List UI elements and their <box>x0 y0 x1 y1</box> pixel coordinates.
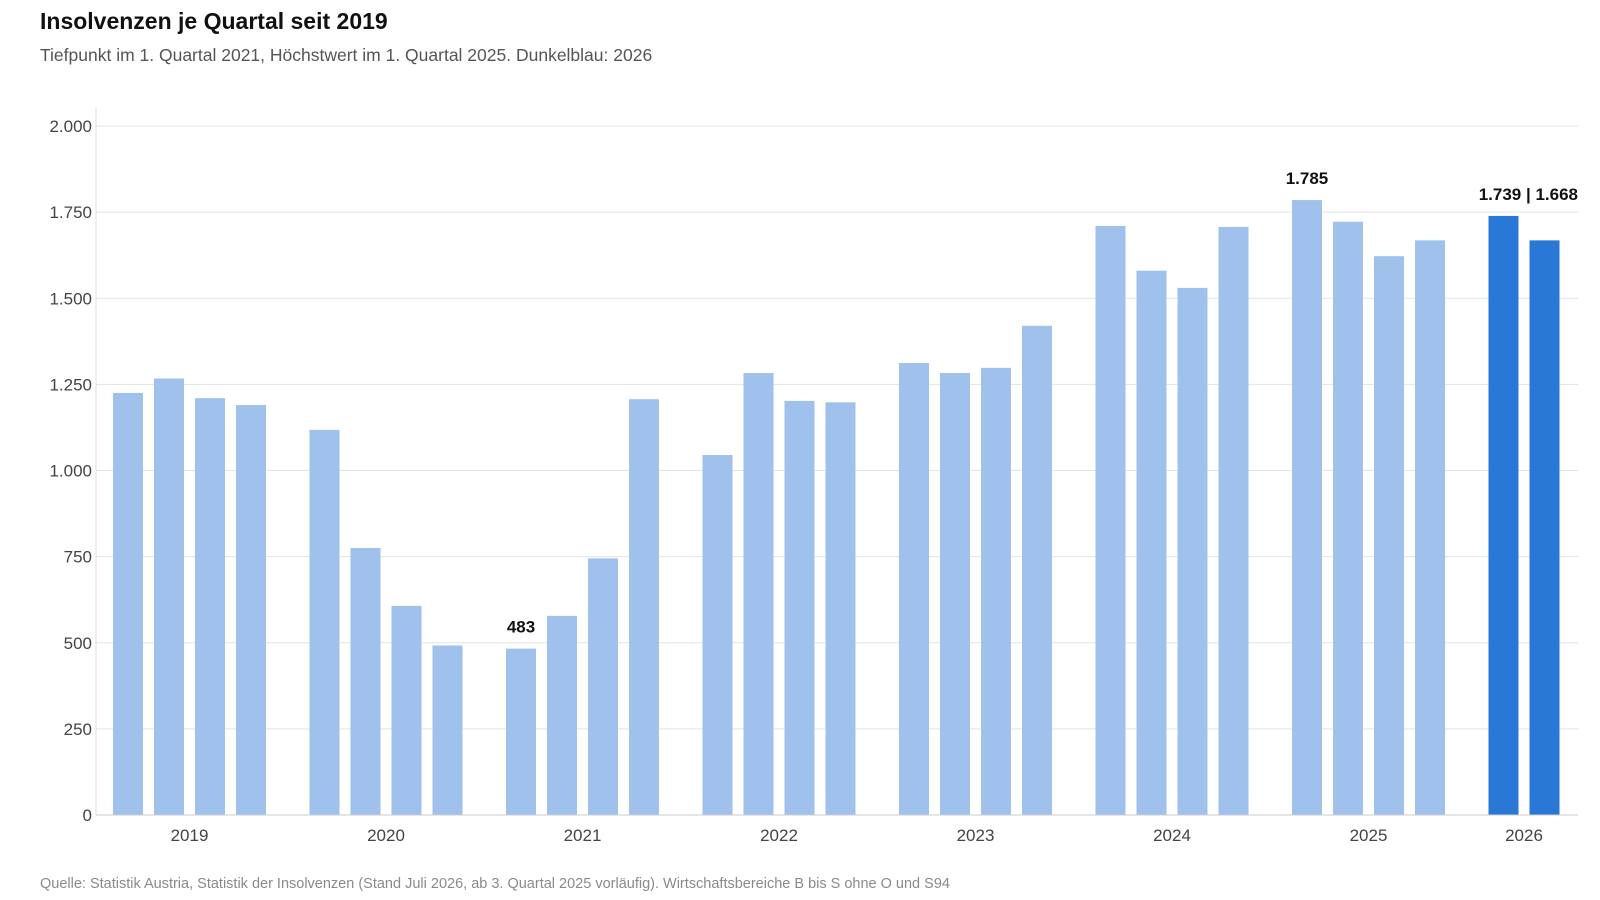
bar-2025-q3 <box>1374 256 1404 815</box>
bar-2024-q1 <box>1095 225 1126 815</box>
y-tick-label: 1.250 <box>49 375 92 394</box>
y-tick-label: 250 <box>64 720 92 739</box>
y-tick-label: 0 <box>83 806 92 825</box>
bar-2021-q4 <box>629 399 659 815</box>
bar-2025-q4 <box>1415 240 1445 815</box>
bar-2023-q3 <box>981 367 1011 815</box>
data-labels: 483 1.785 1.739 | 1.668 <box>507 169 1578 637</box>
y-tick-label: 1.750 <box>49 203 92 222</box>
bar-2022-q1 <box>702 454 733 815</box>
y-tick-label: 750 <box>64 548 92 567</box>
bar-2023-q1 <box>899 363 929 815</box>
bar-2020-q2 <box>350 548 381 815</box>
x-tick-label: 2025 <box>1350 826 1388 845</box>
bar-2021-q1 <box>506 648 536 815</box>
bar-2019-q3 <box>195 398 225 815</box>
bar-2022-q4 <box>825 402 856 815</box>
chart-title: Insolvenzen je Quartal seit 2019 <box>40 8 388 34</box>
bar-2023-q2 <box>940 373 970 815</box>
x-tick-label: 2022 <box>760 826 798 845</box>
bar-2020-q4 <box>432 645 463 815</box>
bar-2019-q4 <box>236 405 266 815</box>
bar-2019-q2 <box>154 378 184 815</box>
y-tick-label: 500 <box>64 634 92 653</box>
bars <box>113 200 1560 816</box>
chart-subtitle: Tiefpunkt im 1. Quartal 2021, Höchstwert… <box>40 45 653 65</box>
bar-2024-q2 <box>1136 270 1167 815</box>
y-tick-label: 2.000 <box>49 117 92 136</box>
source-note: Quelle: Statistik Austria, Statistik der… <box>40 876 950 892</box>
bar-2025-q1 <box>1292 200 1322 815</box>
y-tick-label: 1.500 <box>49 289 92 308</box>
bar-2021-q3 <box>588 558 618 815</box>
bar-chart: 0 250 500 750 1.000 1.250 1.500 1.750 2.000 2019 2… <box>49 108 1578 845</box>
bar-2024-q4 <box>1218 226 1249 816</box>
bar-2020-q3 <box>391 605 422 815</box>
axes: 0 250 500 750 1.000 1.250 1.500 1.750 2.000 2019 2… <box>49 108 1578 845</box>
bar-2019-q1 <box>113 392 143 815</box>
x-tick-label: 2021 <box>564 826 602 845</box>
data-label: 483 <box>507 618 535 637</box>
x-tick-label: 2020 <box>367 826 405 845</box>
bar-2020-q1 <box>309 429 340 815</box>
bar-2023-q4 <box>1022 325 1052 815</box>
x-tick-label: 2023 <box>957 826 995 845</box>
x-tick-label: 2024 <box>1153 826 1191 845</box>
bar-2024-q3 <box>1177 287 1208 815</box>
bar-2022-q2 <box>743 373 774 815</box>
x-tick-label: 2019 <box>171 826 209 845</box>
bar-2021-q2 <box>547 615 577 815</box>
bar-2025-q2 <box>1333 221 1363 815</box>
data-label: 1.785 <box>1286 169 1329 188</box>
y-tick-label: 1.000 <box>49 462 92 481</box>
bar-2026-q2 <box>1529 240 1560 815</box>
x-tick-label: 2026 <box>1505 826 1543 845</box>
bar-2022-q3 <box>784 400 815 815</box>
data-label: 1.739 | 1.668 <box>1479 185 1578 204</box>
bar-2026-q1 <box>1488 215 1519 816</box>
